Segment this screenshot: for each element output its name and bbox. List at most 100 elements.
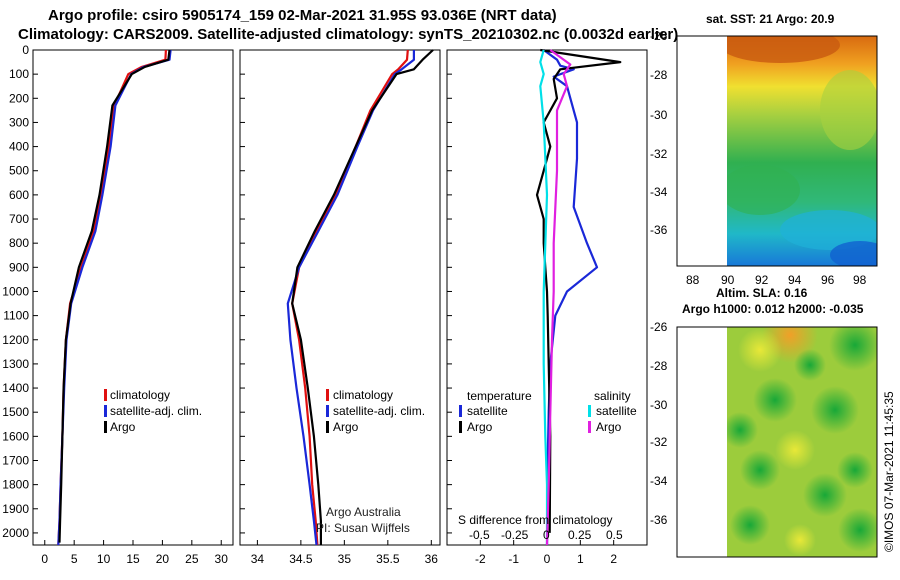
legend-argo-label: Argo bbox=[110, 420, 136, 434]
legend-clim-label: climatology bbox=[110, 388, 170, 402]
x-tick: 94 bbox=[788, 273, 802, 287]
sal-series-argo bbox=[291, 49, 434, 545]
temp-series-argo bbox=[58, 49, 171, 543]
y-tick: -34 bbox=[650, 474, 668, 488]
x-tick: 90 bbox=[721, 273, 735, 287]
sla-map bbox=[727, 327, 877, 557]
y-tick: -32 bbox=[650, 147, 668, 161]
diff-xtick-label: 2 bbox=[610, 552, 617, 566]
legend-clim-swatch bbox=[326, 389, 329, 401]
diff-xtick-label: -2 bbox=[475, 552, 486, 566]
x-tick: 96 bbox=[821, 273, 835, 287]
sal-series-climatology bbox=[291, 49, 409, 546]
s-tick: -0.5 bbox=[469, 528, 490, 542]
temp-xtick-label: 30 bbox=[215, 552, 229, 566]
temp-series-climatology bbox=[57, 49, 167, 546]
sal-legend: climatology satellite-adj. clim. Argo bbox=[326, 388, 425, 434]
depth-tick-label: 700 bbox=[9, 212, 29, 226]
legend-tsat-label: satellite bbox=[467, 404, 508, 418]
depth-tick-label: 1000 bbox=[2, 284, 29, 298]
depth-tick-label: 1700 bbox=[2, 453, 29, 467]
sal-xtick-label: 34.5 bbox=[289, 552, 313, 566]
title-line-1: Argo profile: csiro 5905174_159 02-Mar-2… bbox=[48, 7, 557, 24]
sla-title: Altim. SLA: 0.16 bbox=[716, 286, 808, 300]
legend-temperature-heading: temperature bbox=[467, 389, 532, 403]
depth-tick-label: 200 bbox=[9, 91, 29, 105]
temp-xtick-label: 20 bbox=[156, 552, 170, 566]
legend-tsat-swatch bbox=[459, 405, 462, 417]
legend-sargo-swatch bbox=[588, 421, 591, 433]
s-tick: 0 bbox=[543, 528, 550, 542]
legend-argo-label: Argo bbox=[333, 420, 359, 434]
depth-tick-label: 900 bbox=[9, 260, 29, 274]
temp-xtick-label: 10 bbox=[97, 552, 111, 566]
legend-sat-label: satellite-adj. clim. bbox=[333, 404, 425, 418]
sst-title: sat. SST: 21 Argo: 20.9 bbox=[706, 12, 835, 26]
legend-ssat-label: satellite bbox=[596, 404, 637, 418]
diff-xtick-label: -1 bbox=[508, 552, 519, 566]
sal-series-satellite-adj-clim- bbox=[286, 50, 415, 546]
legend-targo-swatch bbox=[459, 421, 462, 433]
depth-tick-label: 800 bbox=[9, 236, 29, 250]
legend-sat-swatch bbox=[326, 405, 329, 417]
y-tick: -32 bbox=[650, 435, 668, 449]
legend-sat-swatch bbox=[104, 405, 107, 417]
legend-salinity-heading: salinity bbox=[594, 389, 631, 403]
depth-tick-label: 0 bbox=[22, 43, 29, 57]
sal-xtick-label: 34 bbox=[251, 552, 265, 566]
sal-xtick-label: 35.5 bbox=[376, 552, 400, 566]
diff-xtick-label: 0 bbox=[544, 552, 551, 566]
depth-tick-label: 600 bbox=[9, 188, 29, 202]
sal-xtick-label: 36 bbox=[425, 552, 439, 566]
sal-panel-frame bbox=[239, 49, 441, 546]
temp-xtick-label: 5 bbox=[71, 552, 78, 566]
depth-tick-label: 1400 bbox=[2, 381, 29, 395]
y-tick: -36 bbox=[650, 513, 668, 527]
legend-clim-swatch bbox=[104, 389, 107, 401]
y-tick: -36 bbox=[650, 223, 668, 237]
s-tick: -0.25 bbox=[501, 528, 529, 542]
sst-xticks: 88 90 92 94 96 98 bbox=[686, 273, 867, 287]
sst-map-frame bbox=[676, 35, 878, 267]
sla-yticks: -26 -28 -30 -32 -34 -36 bbox=[650, 320, 668, 527]
s-tick: 0.25 bbox=[568, 528, 592, 542]
temp-xtick-label: 0 bbox=[41, 552, 48, 566]
diff-series-salinity-argo bbox=[545, 49, 572, 546]
x-tick: 92 bbox=[755, 273, 769, 287]
sla-map-frame bbox=[676, 326, 878, 558]
y-tick: -28 bbox=[650, 359, 668, 373]
depth-tick-label: 500 bbox=[9, 164, 29, 178]
x-tick: 88 bbox=[686, 273, 700, 287]
legend-argo-swatch bbox=[326, 421, 329, 433]
annotation-pi: PI: Susan Wijffels bbox=[316, 521, 410, 535]
legend-sat-label: satellite-adj. clim. bbox=[110, 404, 202, 418]
sst-map bbox=[727, 36, 877, 266]
depth-tick-label: 1600 bbox=[2, 429, 29, 443]
depth-tick-label: 1300 bbox=[2, 357, 29, 371]
title-line-2: Climatology: CARS2009. Satellite-adjuste… bbox=[18, 26, 679, 43]
diff-s-ticks: -0.5 -0.25 0 0.25 0.5 bbox=[469, 528, 623, 542]
imos-credit: ©IMOS 07-Mar-2021 11:45:35 bbox=[882, 391, 896, 552]
diff-xlabel: S difference from climatology bbox=[458, 513, 613, 527]
legend-argo-swatch bbox=[104, 421, 107, 433]
temp-xtick-label: 15 bbox=[126, 552, 140, 566]
depth-tick-label: 1100 bbox=[3, 309, 29, 323]
y-tick: -34 bbox=[650, 185, 668, 199]
y-tick: -30 bbox=[650, 108, 668, 122]
diff-series-salinity-satellite bbox=[539, 49, 549, 545]
legend-targo-label: Argo bbox=[467, 420, 493, 434]
x-tick: 98 bbox=[853, 273, 867, 287]
legend-ssat-swatch bbox=[588, 405, 591, 417]
legend-clim-label: climatology bbox=[333, 388, 393, 402]
temp-xtick-label: 25 bbox=[185, 552, 199, 566]
depth-tick-label: 2000 bbox=[2, 526, 29, 540]
y-tick: -26 bbox=[650, 29, 668, 43]
depth-tick-label: 400 bbox=[9, 140, 29, 154]
diff-series-temperature-satellite bbox=[543, 49, 599, 546]
depth-tick-label: 1900 bbox=[2, 502, 29, 516]
y-tick: -26 bbox=[650, 320, 668, 334]
diff-series-temperature-argo bbox=[535, 48, 622, 533]
depth-tick-label: 100 bbox=[9, 67, 29, 81]
temp-legend: climatology satellite-adj. clim. Argo bbox=[104, 388, 202, 434]
